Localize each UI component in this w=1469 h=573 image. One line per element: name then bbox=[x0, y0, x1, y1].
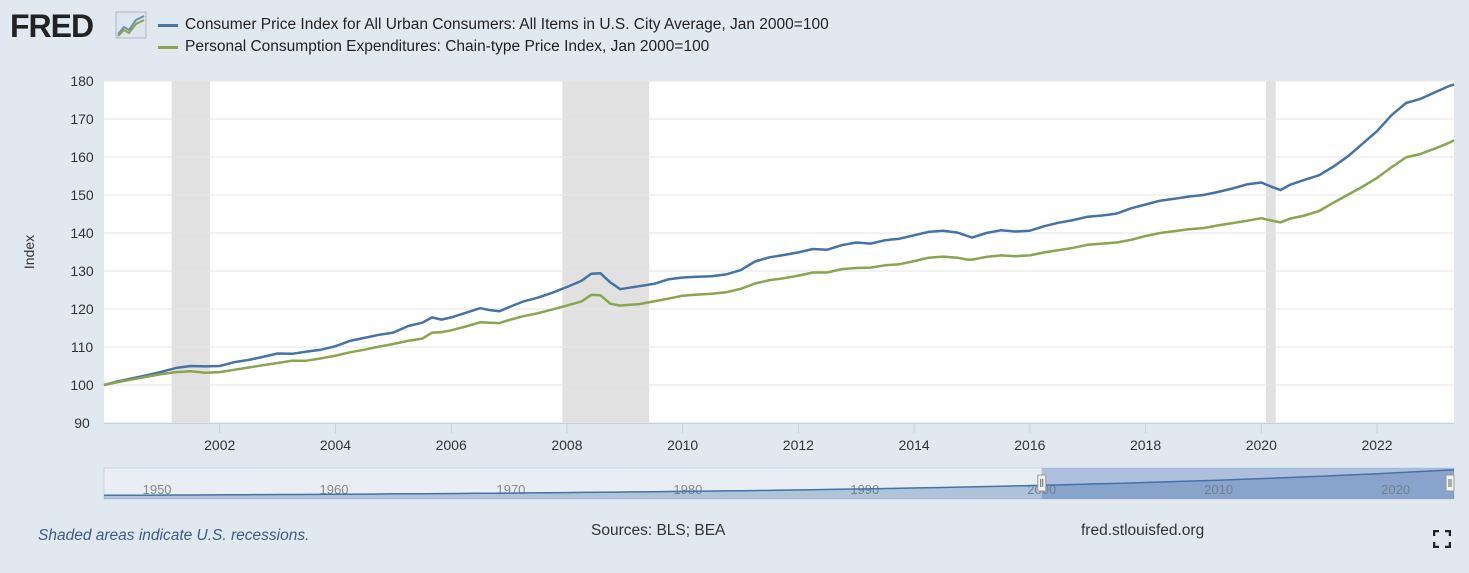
x-tick-label: 2010 bbox=[667, 437, 698, 453]
navigator-tick-label: 1950 bbox=[143, 482, 172, 497]
sources-text: Sources: BLS; BEA bbox=[591, 522, 726, 539]
recession-band bbox=[562, 81, 650, 423]
y-tick-label: 160 bbox=[70, 149, 94, 165]
x-axis: 2002 2004 2006 2008 2010 2012 2014 2016 2018 2020… bbox=[104, 423, 1454, 453]
fred-logo-text: FRED bbox=[10, 8, 93, 42]
plot-background bbox=[104, 81, 1454, 423]
y-tick-label: 180 bbox=[70, 73, 94, 89]
x-tick-label: 2008 bbox=[551, 437, 582, 453]
x-tick-label: 2020 bbox=[1246, 437, 1277, 453]
y-tick-label: 140 bbox=[70, 225, 94, 241]
y-tick-label: 150 bbox=[70, 187, 94, 203]
legend-label-pce: Personal Consumption Expenditures: Chain… bbox=[185, 38, 710, 55]
navigator-tick-label: 2020 bbox=[1381, 482, 1410, 497]
fred-logo[interactable]: FRED bbox=[10, 8, 150, 47]
x-tick-label: 2002 bbox=[204, 437, 235, 453]
navigator-handle-right[interactable] bbox=[1445, 474, 1455, 492]
legend-swatch-pce bbox=[158, 45, 178, 49]
series-lines bbox=[103, 83, 1455, 387]
x-tick-label: 2012 bbox=[783, 437, 814, 453]
x-tick-label: 2016 bbox=[1014, 437, 1045, 453]
fred-logo-chart-icon bbox=[115, 11, 147, 39]
y-tick-label: 90 bbox=[74, 415, 90, 431]
y-axis-label: Index bbox=[21, 235, 37, 269]
x-tick-label: 2022 bbox=[1361, 437, 1392, 453]
y-tick-label: 110 bbox=[71, 339, 94, 355]
x-tick-label: 2004 bbox=[320, 437, 351, 453]
navigator-tick-label: 2010 bbox=[1204, 482, 1233, 497]
navigator-series-line bbox=[103, 469, 1454, 497]
y-tick-label: 170 bbox=[70, 111, 94, 127]
x-tick-label: 2006 bbox=[436, 437, 467, 453]
legend-item-pce[interactable]: Personal Consumption Expenditures: Chain… bbox=[158, 36, 829, 58]
chart-legend: Consumer Price Index for All Urban Consu… bbox=[158, 14, 829, 58]
legend-label-cpi: Consumer Price Index for All Urban Consu… bbox=[185, 16, 829, 33]
navigator-tick-label: 1980 bbox=[673, 482, 702, 497]
recession-shading bbox=[171, 81, 1276, 423]
recession-band bbox=[1265, 81, 1276, 423]
x-tick-label: 2018 bbox=[1130, 437, 1161, 453]
navigator-handle-left[interactable] bbox=[1037, 474, 1047, 492]
range-navigator[interactable]: 19501960197019801990200020102020 bbox=[103, 467, 1455, 500]
y-tick-label: 100 bbox=[70, 377, 94, 393]
y-axis: 90 100 110 120 130 140 150 160 170 180 bbox=[70, 73, 94, 431]
cpi-series-line bbox=[103, 83, 1455, 387]
pce-series-line bbox=[103, 139, 1455, 387]
navigator-tick-label: 1960 bbox=[320, 482, 349, 497]
y-tick-label: 130 bbox=[70, 263, 94, 279]
x-tick-label: 2014 bbox=[899, 437, 930, 453]
y-tick-label: 120 bbox=[70, 301, 94, 317]
fullscreen-icon[interactable] bbox=[1432, 529, 1452, 553]
legend-swatch-cpi bbox=[158, 23, 178, 27]
recession-note: Shaded areas indicate U.S. recessions. bbox=[38, 527, 310, 544]
legend-item-cpi[interactable]: Consumer Price Index for All Urban Consu… bbox=[158, 14, 829, 36]
site-link[interactable]: fred.stlouisfed.org bbox=[1081, 522, 1205, 539]
navigator-series-area bbox=[104, 470, 1454, 499]
